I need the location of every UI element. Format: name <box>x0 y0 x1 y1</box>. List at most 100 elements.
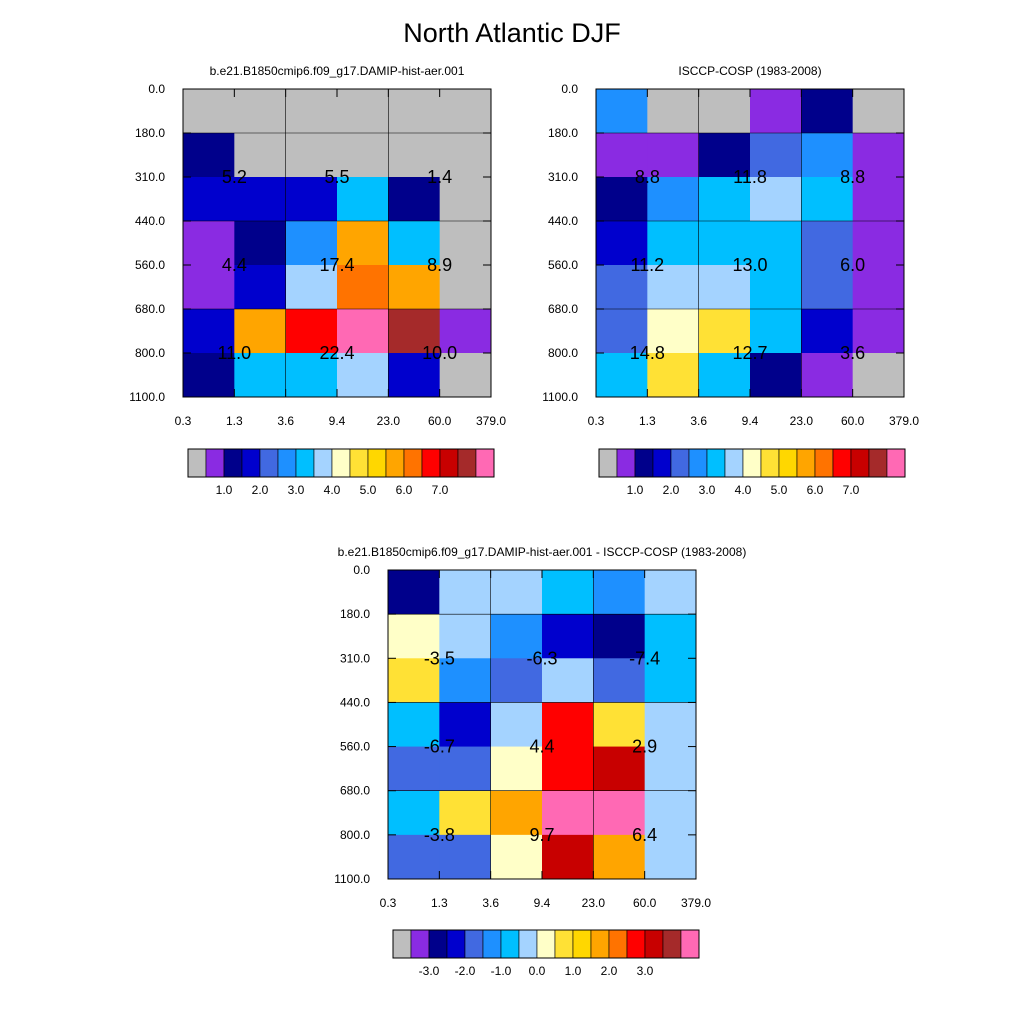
colorbar-swatch <box>778 448 798 478</box>
colorbar-swatch <box>814 448 834 478</box>
cell-annotation: 8.9 <box>427 255 452 275</box>
colorbar-swatch <box>554 929 574 959</box>
heatmap-cell <box>388 658 440 703</box>
colorbar-swatch <box>295 448 315 478</box>
heatmap-cell <box>388 790 440 836</box>
heatmap-cell <box>644 746 697 792</box>
heatmap-cell <box>439 221 492 266</box>
cell-annotation: -7.4 <box>629 648 660 668</box>
heatmap-cell <box>698 353 751 398</box>
heatmap-cell <box>234 265 287 310</box>
colorbar-swatch <box>598 448 618 478</box>
colorbar-swatch <box>331 448 351 478</box>
heatmap-cell <box>542 702 594 748</box>
colorbar-swatch <box>410 929 430 959</box>
heatmap-cell <box>285 353 338 398</box>
colorbar-frame <box>392 929 700 959</box>
colorbar-swatch <box>403 448 423 478</box>
heatmap-cell <box>183 133 235 178</box>
heatmap-cell <box>542 746 594 792</box>
colorbar-label: -2.0 <box>455 964 476 978</box>
colorbar-label: 7.0 <box>432 483 449 497</box>
heatmap-cell <box>801 89 854 134</box>
cell-annotation: -3.5 <box>424 648 455 668</box>
colorbar-swatch <box>886 448 906 478</box>
heatmap-cell <box>388 89 441 134</box>
heatmap-cell <box>183 265 235 310</box>
colorbar-label: 1.0 <box>627 483 644 497</box>
heatmap-cell <box>542 614 594 659</box>
colorbar-label: 2.0 <box>601 964 618 978</box>
heatmap-cell <box>337 133 389 178</box>
heatmap-cell <box>750 89 802 134</box>
colorbar-swatch <box>349 448 369 478</box>
y-tick-label: 680.0 <box>548 302 578 316</box>
heatmap-cell <box>388 702 440 748</box>
heatmap-cell <box>698 221 751 266</box>
heatmap-cell <box>698 309 751 354</box>
heatmap-cell <box>852 309 905 354</box>
colorbar-swatch <box>644 929 664 959</box>
y-tick-label: 440.0 <box>548 214 578 228</box>
x-tick-label: 3.6 <box>482 896 499 910</box>
heatmap-cell <box>337 89 389 134</box>
x-tick-label: 9.4 <box>742 414 759 428</box>
y-tick-label: 440.0 <box>340 695 370 709</box>
heatmap-cell <box>234 89 287 134</box>
y-tick-label: 0.0 <box>561 82 578 96</box>
cell-annotation: 22.4 <box>319 343 354 363</box>
colorbar-swatch <box>223 448 243 478</box>
heatmap-cell <box>647 133 700 178</box>
cell-annotation: 11.8 <box>733 167 767 187</box>
colorbar-label: 6.0 <box>396 483 413 497</box>
cell-annotation: 4.4 <box>222 255 247 275</box>
heatmap-cell <box>647 309 700 354</box>
heatmap-cell <box>750 177 802 222</box>
heatmap-cell <box>183 177 235 222</box>
x-tick-label: 379.0 <box>681 896 711 910</box>
heatmap-cell <box>596 133 648 178</box>
heatmap-cell <box>285 221 338 266</box>
colorbar-swatch <box>385 448 405 478</box>
y-tick-label: 0.0 <box>148 82 165 96</box>
heatmap-cell <box>490 834 543 880</box>
heatmap-cell <box>644 570 697 615</box>
colorbar-swatch <box>367 448 387 478</box>
cell-annotation: 8.8 <box>635 167 660 187</box>
colorbar-swatch <box>670 448 690 478</box>
y-tick-label: 1100.0 <box>542 390 578 404</box>
x-tick-label: 3.6 <box>690 414 707 428</box>
heatmap-cell <box>388 221 441 266</box>
colorbar-frame <box>187 448 495 478</box>
cell-annotation: 2.9 <box>632 737 657 757</box>
panel-title: b.e21.B1850cmip6.f09_g17.DAMIP-hist-aer.… <box>210 64 465 78</box>
heatmap-cell <box>183 353 235 398</box>
heatmap-cell <box>593 658 646 703</box>
y-tick-label: 560.0 <box>135 258 165 272</box>
heatmap-cell <box>337 265 389 310</box>
heatmap-cell <box>490 790 543 836</box>
heatmap-cell <box>698 177 751 222</box>
colorbar-label: 7.0 <box>843 483 860 497</box>
heatmap-panel-1: b.e21.B1850cmip6.f09_g17.DAMIP-hist-aer.… <box>129 64 506 497</box>
heatmap-cell <box>337 177 389 222</box>
y-tick-label: 0.0 <box>353 563 370 577</box>
colorbar-label: 2.0 <box>663 483 680 497</box>
heatmap-cell <box>593 746 646 792</box>
colorbar-swatch <box>428 929 448 959</box>
heatmap-cell <box>644 790 697 836</box>
colorbar-swatch <box>241 448 261 478</box>
cell-annotation: 5.2 <box>222 167 247 187</box>
cell-annotation: 11.0 <box>217 343 251 363</box>
heatmap-cell <box>644 614 697 659</box>
cell-annotation: -6.3 <box>526 648 557 668</box>
heatmap-cell <box>596 353 648 398</box>
heatmap-cell <box>183 221 235 266</box>
y-tick-label: 800.0 <box>135 346 165 360</box>
heatmap-cell <box>183 309 235 354</box>
heatmap-cell <box>644 702 697 748</box>
x-tick-label: 379.0 <box>889 414 919 428</box>
heatmap-cell <box>285 177 338 222</box>
heatmap-cell <box>596 177 648 222</box>
